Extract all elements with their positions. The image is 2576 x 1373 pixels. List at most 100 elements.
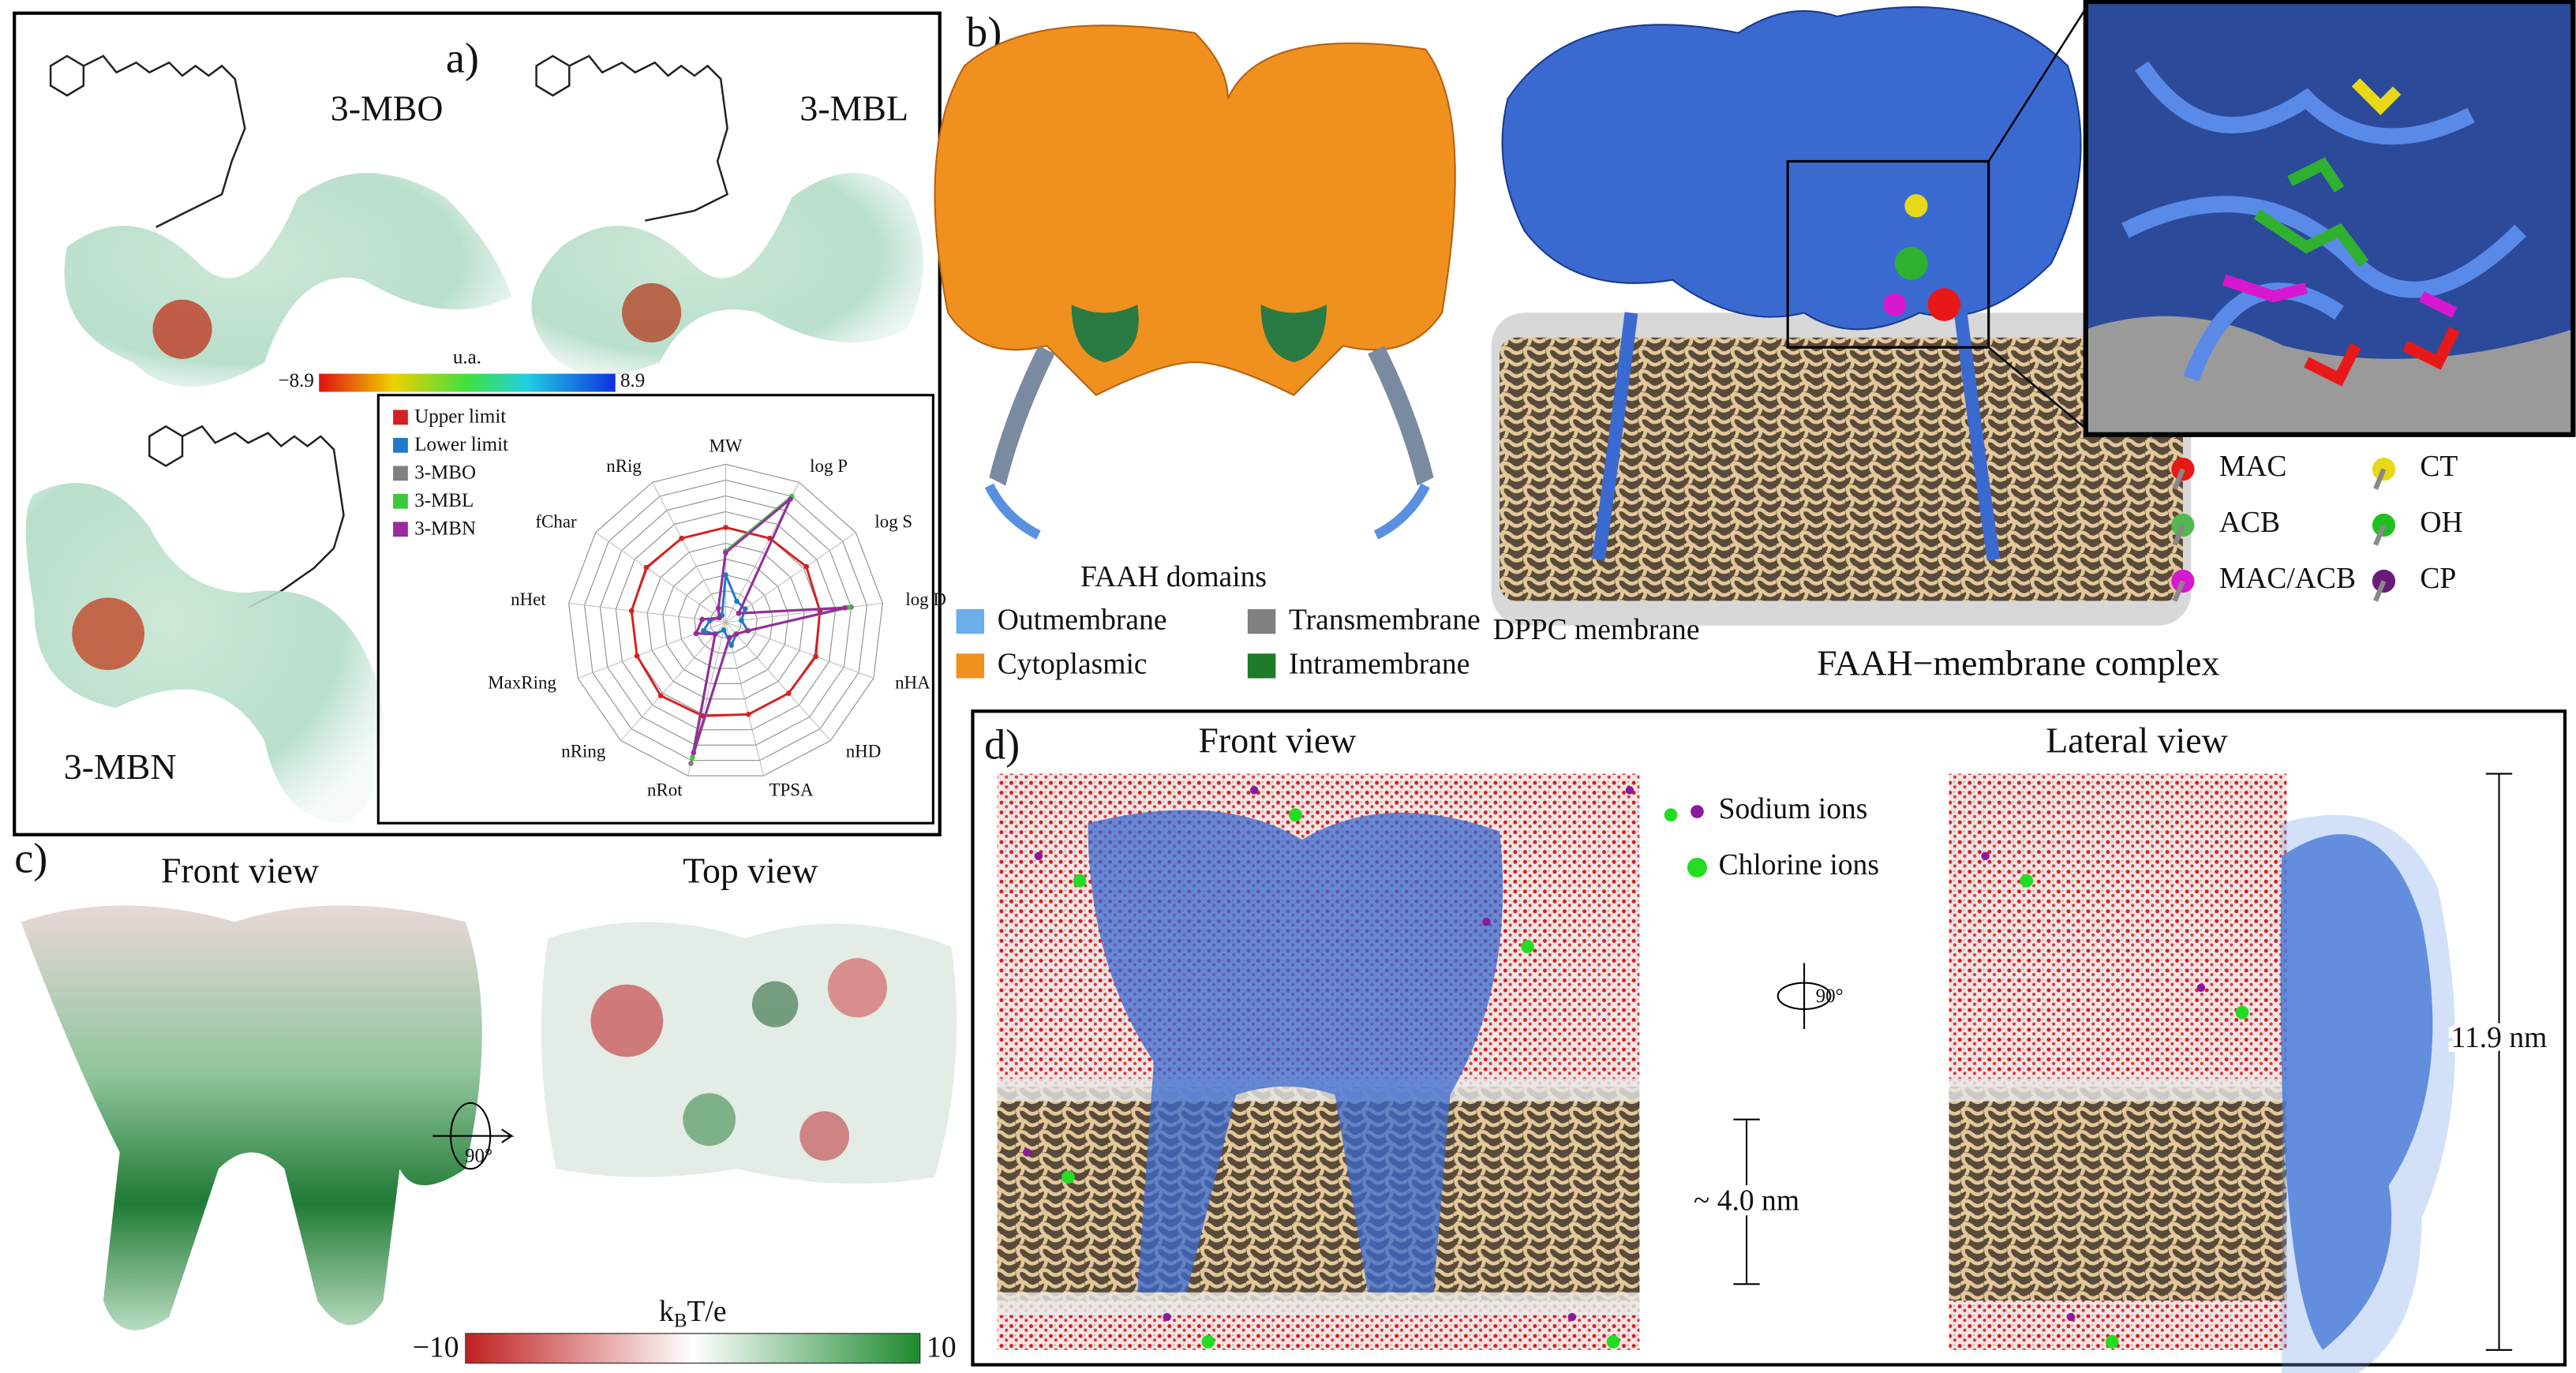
series-point xyxy=(745,627,751,634)
legend-label: Intramembrane xyxy=(1289,649,1470,681)
ion xyxy=(1061,1170,1075,1184)
series-point xyxy=(723,550,728,556)
domain-legend: Outmembrane Cytoplasmic Transmembrane Intra… xyxy=(956,604,1481,681)
spoke xyxy=(725,622,831,741)
spoke xyxy=(568,602,726,623)
height-bracket xyxy=(2485,773,2513,1351)
panel-label: c) xyxy=(14,835,47,882)
ion xyxy=(2105,1335,2119,1349)
series-point xyxy=(628,608,635,614)
view-title: Top view xyxy=(683,850,818,890)
panel-d-frame xyxy=(971,709,2567,1367)
spoke xyxy=(651,482,726,623)
front-simulation-box xyxy=(997,773,1640,1350)
legend-icon-stick xyxy=(2373,524,2387,546)
axis-label: nHA xyxy=(895,672,930,692)
legend-swatch xyxy=(393,410,408,425)
surface-hotspot xyxy=(72,597,145,671)
ion xyxy=(1034,851,1043,861)
view-title: Front view xyxy=(1198,720,1356,761)
ion xyxy=(2235,1005,2249,1019)
series-point xyxy=(739,617,744,623)
series-point xyxy=(699,616,706,623)
series-point xyxy=(736,610,742,616)
grid-ring xyxy=(662,558,789,685)
rotation-label: 90° xyxy=(465,1145,492,1166)
legend-label: Cytoplasmic xyxy=(998,649,1148,681)
ion xyxy=(1567,1312,1577,1322)
series-point xyxy=(728,642,735,649)
colorbar-min: −10 xyxy=(413,1331,459,1364)
electrostatic-top xyxy=(541,922,957,1184)
unit-subscript: B xyxy=(674,1310,687,1331)
series-line xyxy=(691,495,848,758)
legend-swatch xyxy=(1247,653,1276,679)
complex-render xyxy=(1491,2,2192,626)
series-point xyxy=(689,754,695,761)
series-point xyxy=(634,653,640,659)
series-point xyxy=(679,535,685,541)
molecule-label: 3-MBN xyxy=(64,746,177,787)
colorbar-min: −8.9 xyxy=(279,370,314,391)
axis-label: fChar xyxy=(535,511,577,531)
series-point xyxy=(726,634,732,641)
membrane-label: DPPC membrane xyxy=(1493,614,1700,646)
legend-label: Sodium ions xyxy=(1719,793,1868,825)
radar-chart: MW log P log S log D nHA nHD TPSA nRot nRing MaxR… xyxy=(393,406,946,800)
legend-icon xyxy=(1687,857,1707,878)
spoke xyxy=(595,532,726,623)
complex-title: FAAH−membrane complex xyxy=(1817,642,2219,683)
spoke xyxy=(725,622,874,679)
series-point xyxy=(716,615,722,621)
axis-label: log D xyxy=(905,589,946,609)
ion xyxy=(1073,874,1087,888)
inset-render xyxy=(2083,0,2576,437)
legend-swatch xyxy=(393,437,408,453)
rotation-icon xyxy=(432,1102,515,1170)
series-point xyxy=(733,631,739,637)
legend-label: Transmembrane xyxy=(1289,604,1481,636)
molecule-surface xyxy=(64,173,512,387)
spoke xyxy=(725,602,883,623)
thickness-bracket xyxy=(1733,1118,1760,1285)
legend-icon xyxy=(1690,805,1704,818)
series-point xyxy=(745,711,751,717)
legend-label: MAC/ACB xyxy=(2219,563,2356,595)
ion xyxy=(2066,1312,2076,1322)
ion-legend: Sodium ions Chlorine ions xyxy=(1023,786,2249,1349)
panel-a-frame xyxy=(13,11,942,836)
domains-title: FAAH domains xyxy=(1080,561,1267,593)
series-point xyxy=(813,653,819,660)
ion xyxy=(1201,1335,1215,1349)
grid-ring xyxy=(568,463,883,776)
ion xyxy=(1606,1335,1620,1349)
legend-icon-stick xyxy=(2172,580,2185,602)
legend-swatch xyxy=(1247,608,1276,634)
grid-ring xyxy=(615,511,837,731)
axis-label: nRing xyxy=(561,741,606,761)
series-point xyxy=(691,750,697,756)
rotation-label: 90° xyxy=(1816,986,1844,1007)
thickness-label: ~ 4.0 nm xyxy=(1694,1185,1799,1218)
legend-icon-stick xyxy=(2373,468,2387,490)
legend-icon-stick xyxy=(2172,468,2185,490)
view-title: Front view xyxy=(161,850,319,890)
spoke xyxy=(620,622,726,741)
unit-part: T/e xyxy=(687,1296,727,1328)
series-point xyxy=(803,563,810,570)
legend-label: OH xyxy=(2420,507,2462,539)
molecule-surface xyxy=(531,173,923,376)
series-point xyxy=(715,605,721,612)
view-title: Lateral view xyxy=(2046,720,2228,761)
legend-swatch xyxy=(956,653,985,679)
spoke xyxy=(578,622,726,679)
axis-label: MaxRing xyxy=(488,672,556,692)
legend-label: Upper limit xyxy=(414,406,506,428)
ion xyxy=(1482,918,1491,926)
series-point xyxy=(693,630,699,637)
ion xyxy=(1981,851,1990,861)
series-line xyxy=(692,498,845,754)
axis-label: nHet xyxy=(511,589,546,609)
molecule-surface xyxy=(25,482,384,824)
